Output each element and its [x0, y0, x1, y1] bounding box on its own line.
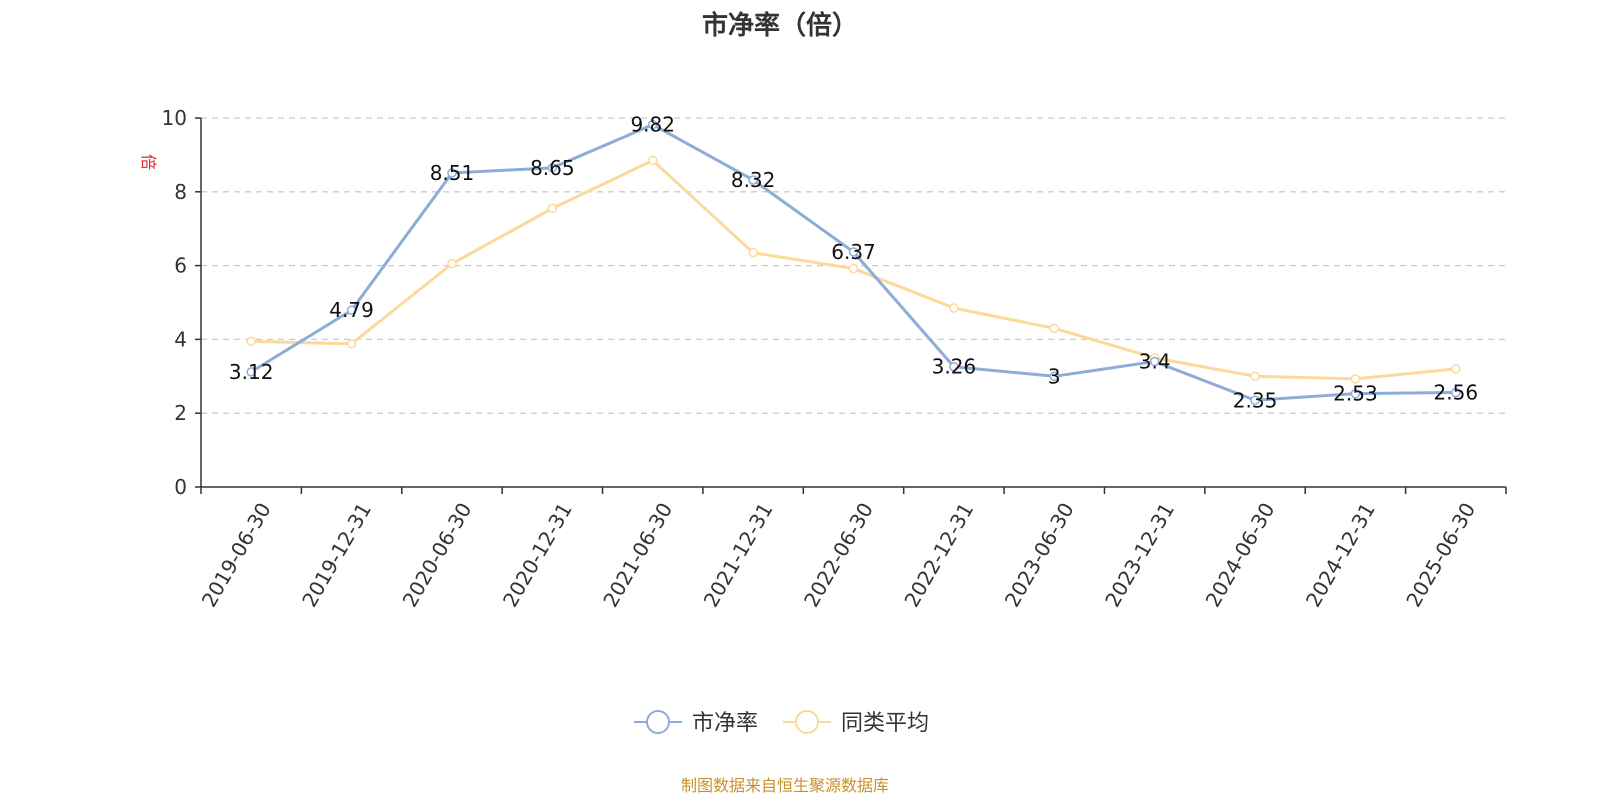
legend-label: 市净率: [692, 711, 758, 736]
data-label: 2.53: [1333, 382, 1378, 406]
data-point-2: [848, 263, 859, 274]
x-tick-label: 2022-12-31: [899, 499, 978, 612]
y-tick-label: 6: [174, 254, 187, 278]
source-note: 制图数据来自恒生聚源数据库: [681, 776, 889, 795]
x-tick-label: 2025-06-30: [1401, 499, 1480, 612]
x-tick-label: 2024-06-30: [1201, 499, 1280, 612]
y-tick-label: 2: [174, 401, 187, 425]
x-tick-label: 2021-12-31: [699, 499, 778, 612]
legend[interactable]: 市净率 同类平均: [634, 710, 929, 736]
x-tick-label: 2024-12-31: [1301, 499, 1380, 612]
data-point-1: [1149, 356, 1160, 367]
data-point-1: [748, 175, 758, 185]
legend-item-1[interactable]: 市净率: [634, 710, 758, 736]
data-point-1: [547, 163, 558, 173]
y-tick-label: 10: [162, 106, 187, 130]
data-point-2: [1451, 364, 1461, 374]
legend-marker: [646, 710, 670, 734]
data-point-2: [647, 155, 658, 166]
y-tick-label: 4: [174, 327, 187, 351]
x-tick-label: 2023-06-30: [1000, 499, 1079, 612]
data-point-2: [447, 259, 457, 269]
data-label: 3.26: [932, 355, 977, 379]
data-point-1: [447, 168, 457, 178]
data-label: 3.12: [229, 360, 274, 384]
legend-item-2[interactable]: 同类平均: [783, 710, 929, 736]
data-point-2: [1049, 323, 1060, 334]
data-label: 4.79: [329, 298, 374, 322]
data-point-2: [1350, 374, 1361, 384]
data-point-1: [1049, 371, 1060, 382]
x-tick-labels: 2019-06-30 2019-12-31 2020-06-30 2020-12-31…: [197, 499, 1481, 612]
data-point-1: [346, 305, 357, 315]
data-point-1: [246, 367, 256, 377]
x-tick-label: 2020-12-31: [498, 499, 577, 612]
data-point-1: [949, 361, 959, 372]
x-tick-label: 2019-12-31: [297, 499, 376, 612]
chart-title: 市净率（倍）: [702, 10, 858, 41]
data-label: 2.35: [1233, 388, 1278, 412]
data-label: 6.37: [831, 240, 876, 264]
x-tick-label: 2022-06-30: [799, 499, 878, 612]
data-point-2: [748, 247, 758, 258]
data-label: 3.4: [1139, 350, 1171, 374]
x-tick-label: 2019-06-30: [197, 499, 276, 612]
data-point-1: [1350, 388, 1361, 399]
legend-marker: [795, 710, 819, 734]
data-point-1: [1451, 387, 1461, 398]
data-label: 8.65: [530, 156, 575, 180]
data-label: 3: [1048, 364, 1061, 388]
series-layer: [246, 119, 1461, 406]
y-tick-label: 8: [174, 180, 187, 204]
data-point-2: [346, 339, 357, 349]
data-point-1: [848, 247, 859, 257]
axes: [195, 117, 1507, 494]
data-point-2: [1250, 371, 1260, 382]
data-point-1: [647, 119, 658, 130]
data-point-1: [1250, 395, 1260, 406]
data-label: 8.51: [430, 161, 475, 185]
y-tick-label: 0: [174, 475, 187, 499]
x-tick-label: 2020-06-30: [398, 499, 477, 612]
data-label: 9.82: [630, 113, 675, 137]
data-point-2: [246, 336, 256, 346]
data-point-2: [949, 303, 959, 313]
y-axis-unit: 倍: [139, 154, 158, 170]
y-tick-labels: 0 2 4 6 8 10: [162, 106, 187, 499]
data-labels: 3.12 4.79 8.51 8.65 9.82 8.32 6.37 3.26 3 3.4 2.35…: [229, 113, 1478, 413]
data-label: 2.56: [1434, 381, 1479, 405]
data-label: 8.32: [731, 168, 776, 192]
data-point-2: [547, 203, 558, 214]
x-tick-label: 2021-06-30: [598, 499, 677, 612]
x-tick-label: 2023-12-31: [1100, 499, 1179, 612]
legend-label: 同类平均: [841, 711, 929, 736]
